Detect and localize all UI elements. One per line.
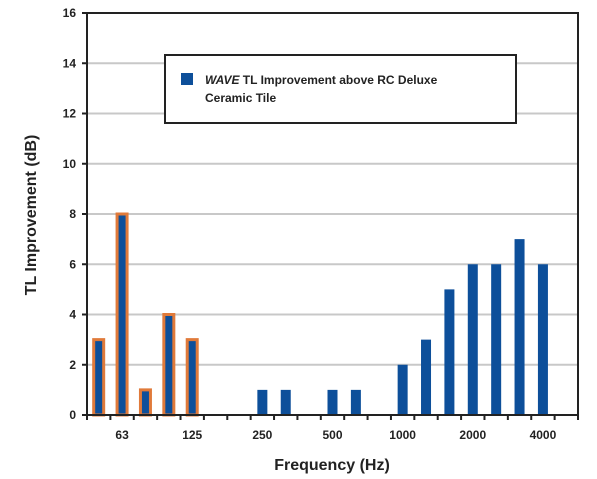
y-tick-label: 4 <box>69 308 76 322</box>
y-tick-label: 6 <box>69 257 76 271</box>
y-tick-label: 16 <box>63 6 77 20</box>
x-axis-title: Frequency (Hz) <box>274 457 390 474</box>
x-tick-label-2000: 2000 <box>459 428 486 442</box>
axes <box>82 12 579 420</box>
bar-250-hz <box>257 389 268 415</box>
legend-box <box>164 54 517 124</box>
bar-1000-hz <box>397 364 408 415</box>
x-tick-label-250: 250 <box>252 428 272 442</box>
bar-2500-hz <box>491 264 502 415</box>
x-tick-label-4000: 4000 <box>530 428 557 442</box>
bar-50-hz <box>92 338 106 417</box>
legend-label-line2: Ceramic Tile <box>205 91 276 105</box>
x-tick-label-63: 63 <box>115 428 129 442</box>
bar-500-hz <box>327 389 338 415</box>
bar-3150-hz <box>514 239 525 415</box>
y-tick-label: 2 <box>69 358 76 372</box>
y-tick-label: 12 <box>63 107 77 121</box>
bar-630-hz <box>350 389 361 415</box>
legend-label-italic: WAVE <box>205 73 240 87</box>
bar-1250-hz <box>421 339 432 415</box>
y-tick-label: 14 <box>63 56 77 70</box>
x-tick-label-125: 125 <box>182 428 202 442</box>
bar-80-hz <box>138 388 152 417</box>
x-tick-labels: 63 125 250 500 1000 2000 4000 <box>115 428 556 442</box>
y-tick-label: 0 <box>69 408 76 422</box>
legend-label: WAVE TL Improvement above RC Deluxe <box>205 73 438 87</box>
bar-2000-hz <box>467 264 478 415</box>
bar-315-hz <box>280 389 291 415</box>
bar-125-hz <box>185 338 199 417</box>
y-tick-label: 8 <box>69 207 76 221</box>
bar-4000-hz <box>537 264 548 415</box>
y-axis-title: TL Improvement (dB) <box>23 135 40 296</box>
x-tick-label-1000: 1000 <box>389 428 416 442</box>
legend-label-rest: TL Improvement above RC Deluxe <box>239 73 437 87</box>
bar-100-hz <box>162 313 176 417</box>
bar-63-hz <box>115 212 129 417</box>
y-tick-label: 10 <box>63 157 77 171</box>
bar-1600-hz <box>444 289 455 415</box>
legend-swatch <box>181 73 193 85</box>
y-tick-labels: 0 2 4 6 8 10 12 14 16 <box>63 6 77 422</box>
x-tick-label-500: 500 <box>322 428 342 442</box>
legend: WAVE TL Improvement above RC Deluxe Cera… <box>164 54 517 124</box>
